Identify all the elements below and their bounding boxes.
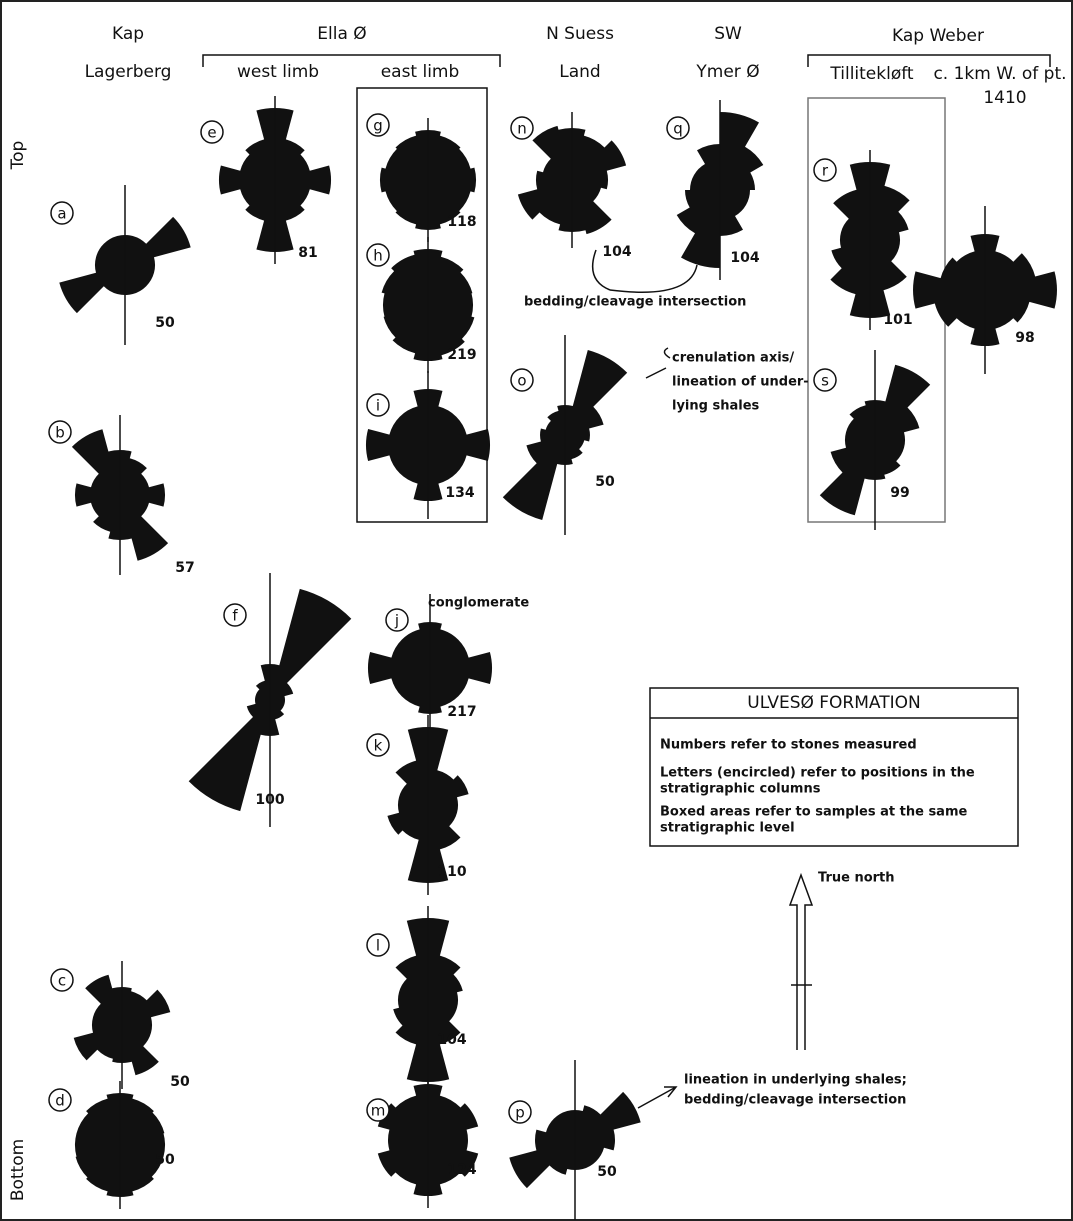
- sample-letter: m: [371, 1102, 386, 1120]
- letter-circle: [366, 393, 390, 417]
- stone-count: 57: [175, 560, 194, 576]
- arrow: [637, 1086, 678, 1109]
- header: Tillitekløft: [829, 64, 914, 84]
- stone-count: 104: [437, 1032, 466, 1048]
- sample-letter: q: [673, 120, 683, 138]
- legend-box: [649, 687, 1019, 847]
- legend-text: Numbers refer to stones measured: [660, 738, 917, 753]
- sample-box: [356, 87, 488, 523]
- sample-letter: d: [55, 1092, 65, 1110]
- bracket: [807, 54, 1051, 67]
- header: N Suess: [546, 24, 614, 44]
- north-label: True north: [818, 871, 895, 886]
- legend-title: ULVESØ FORMATION: [747, 693, 920, 713]
- stone-count: 104: [602, 244, 631, 260]
- stone-count: 50: [597, 1164, 617, 1180]
- letter-circle: [510, 116, 534, 140]
- header: Ella Ø: [317, 24, 366, 44]
- letter-circle: [813, 158, 837, 182]
- header: Land: [559, 62, 600, 82]
- sample-letter: g: [373, 117, 383, 135]
- sample-letter: j: [394, 612, 399, 630]
- letter-circle: [366, 1098, 390, 1122]
- legend-text: stratigraphic columns: [660, 782, 821, 797]
- arrow: [645, 347, 671, 379]
- stone-count: 101: [883, 312, 912, 328]
- letter-circle: [385, 608, 409, 632]
- stone-count: 104: [730, 250, 759, 266]
- stone-count: 50: [595, 474, 615, 490]
- legend-text: stratigraphic level: [660, 821, 795, 836]
- stone-count: 81: [298, 245, 317, 261]
- letter-circle: [50, 968, 74, 992]
- sample-letter: e: [207, 124, 216, 142]
- header: Ymer Ø: [695, 62, 759, 82]
- letter-circle: [813, 368, 837, 392]
- header: Kap Weber: [892, 26, 984, 46]
- letter-circle: [200, 120, 224, 144]
- legend-text: Letters (encircled) refer to positions i…: [660, 766, 975, 781]
- letter-circle: [48, 420, 72, 444]
- stone-count: 98: [1015, 330, 1034, 346]
- sample-letter: b: [55, 424, 65, 442]
- stone-count: 50: [155, 315, 175, 331]
- header: SW: [714, 24, 742, 44]
- annotation: bedding/cleavage intersection: [524, 295, 746, 310]
- arrow: [609, 264, 698, 293]
- annotation: lineation of under-: [672, 375, 809, 390]
- letter-circle: [50, 201, 74, 225]
- annotation: conglomerate: [428, 596, 529, 611]
- sample-letter: l: [376, 937, 380, 955]
- sample-letter: h: [373, 247, 383, 265]
- arrow: [592, 249, 611, 291]
- letter-circle: [666, 116, 690, 140]
- sample-letter: i: [376, 397, 380, 415]
- annotation: lineation in underlying shales;: [684, 1073, 907, 1088]
- sample-letter: c: [58, 972, 66, 990]
- legend-text: Boxed areas refer to samples at the same: [660, 805, 967, 820]
- letter-circle: [366, 113, 390, 137]
- stone-count: 100: [255, 792, 284, 808]
- sample-letter: p: [515, 1104, 525, 1122]
- letter-circle: [366, 243, 390, 267]
- header: Lagerberg: [85, 62, 172, 82]
- axis-label: Top: [8, 141, 28, 171]
- stone-count: 110: [437, 864, 466, 880]
- header: c. 1km W. of pt.: [933, 64, 1066, 84]
- bracket: [202, 54, 501, 67]
- letter-circle: [366, 933, 390, 957]
- sample-letter: a: [57, 205, 66, 223]
- annotation: crenulation axis/: [672, 351, 794, 366]
- stone-count: 134: [445, 485, 474, 501]
- north-arrow: [788, 872, 814, 1050]
- stone-count: 118: [447, 214, 476, 230]
- annotation: bedding/cleavage intersection: [684, 1093, 906, 1108]
- header: west limb: [237, 62, 319, 82]
- stone-count: 219: [447, 347, 476, 363]
- sample-letter: o: [517, 372, 526, 390]
- header: east limb: [381, 62, 460, 82]
- sample-letter: n: [517, 120, 527, 138]
- sample-letter: r: [822, 162, 829, 180]
- letter-circle: [223, 603, 247, 627]
- stone-count: 124: [447, 1162, 476, 1178]
- stone-count: 217: [447, 704, 476, 720]
- letter-circle: [366, 733, 390, 757]
- stone-count: 50: [155, 1152, 175, 1168]
- letter-circle: [48, 1088, 72, 1112]
- header: Kap: [112, 24, 144, 44]
- stone-count: 99: [890, 485, 909, 501]
- stone-count: 50: [170, 1074, 190, 1090]
- sample-letter: s: [821, 372, 829, 390]
- letter-circle: [508, 1100, 532, 1124]
- letter-circle: [510, 368, 534, 392]
- axis-label: Bottom: [8, 1139, 28, 1201]
- sample-letter: f: [232, 607, 238, 625]
- header: 1410: [983, 88, 1026, 108]
- annotation: lying shales: [672, 399, 760, 414]
- roses: a 50 b 57 c 50 d 50 e 81 f 100 g 118 h 219 i 134 j 217 k 110 l…: [48, 96, 1057, 1220]
- sample-letter: k: [374, 737, 383, 755]
